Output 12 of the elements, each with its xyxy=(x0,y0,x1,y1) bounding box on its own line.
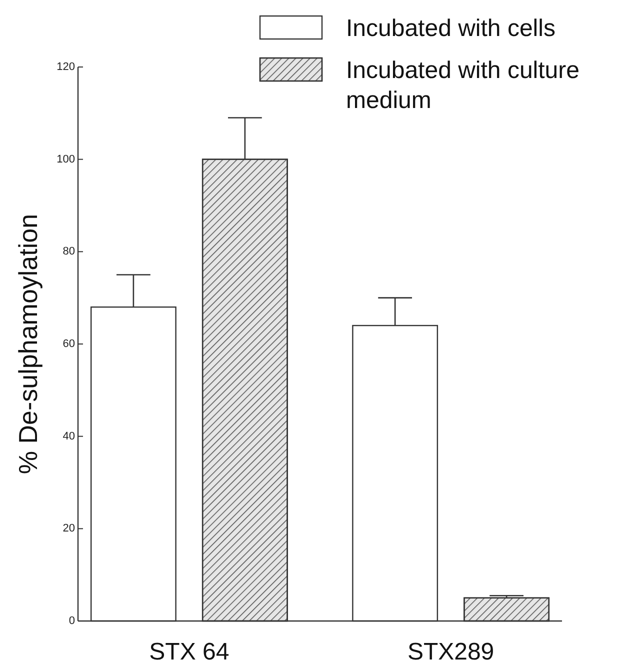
y-tick-label: 20 xyxy=(62,522,75,535)
y-tick-label: 0 xyxy=(68,615,75,627)
y-tick-label: 60 xyxy=(62,338,75,350)
legend-label: Incubated with culture medium xyxy=(346,56,580,114)
x-tick-label: STX289 xyxy=(407,638,494,666)
x-tick-label: STX 64 xyxy=(149,638,230,666)
legend-label: Incubated with cells xyxy=(346,14,556,42)
y-tick-label: 40 xyxy=(62,430,75,442)
y-tick-label: 120 xyxy=(56,61,75,73)
y-tick-label: 80 xyxy=(62,246,75,258)
y-tick-label: 100 xyxy=(56,153,75,166)
y-axis-title: % De-sulphamoylation xyxy=(13,214,43,474)
